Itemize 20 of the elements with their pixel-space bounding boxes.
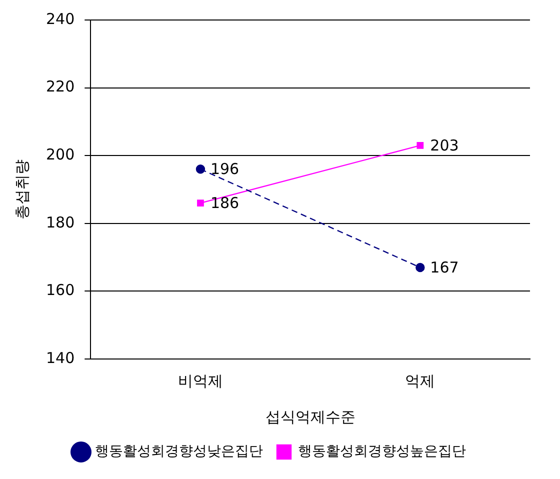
- point: [416, 262, 425, 272]
- legend-label: 행동활성회경향성낮은집단: [95, 444, 263, 460]
- x-tick-label: 비억제: [178, 372, 223, 390]
- point: [196, 164, 206, 174]
- point: [416, 142, 424, 149]
- data-label: 203: [430, 136, 459, 154]
- x-tick-label: 억제: [405, 372, 436, 390]
- y-tick-label: 220: [46, 78, 75, 96]
- point: [197, 200, 204, 206]
- x-axis-title: 섭식억제수준: [265, 408, 356, 426]
- y-tick-label: 140: [46, 348, 75, 367]
- data-label: 167: [430, 258, 459, 276]
- y-tick-label: 160: [46, 281, 75, 300]
- y-tick-label: 200: [46, 145, 75, 164]
- y-axis-title: 총섭취량: [12, 160, 31, 220]
- y-tick-label: 240: [46, 10, 75, 28]
- data-label: 186: [210, 194, 240, 212]
- legend-label: 행동활성회경향성높은집단: [298, 444, 466, 460]
- data-label: 196: [210, 160, 240, 178]
- y-tick-label: 180: [46, 213, 75, 232]
